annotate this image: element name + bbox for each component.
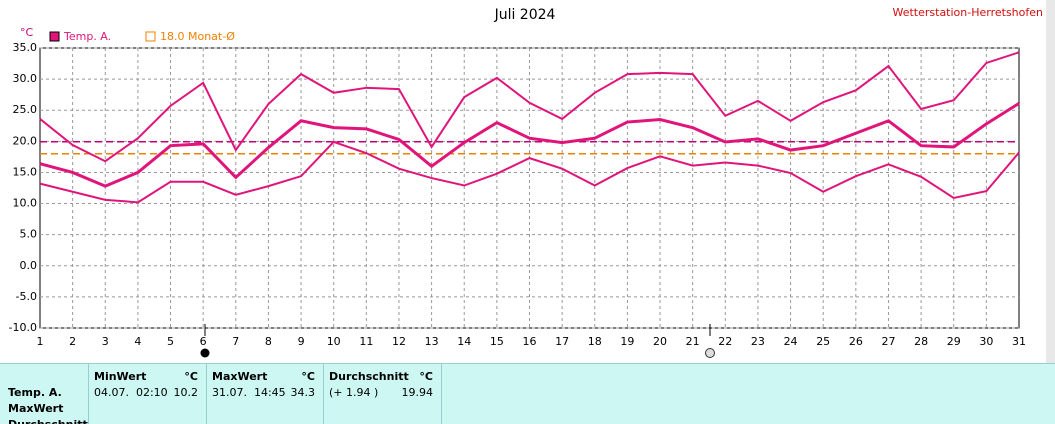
cell-value: 19.94	[401, 386, 434, 399]
x-tick-label: 30	[979, 335, 993, 348]
chart-title: Juli 2024	[494, 7, 556, 23]
moon-icon	[705, 348, 715, 358]
x-tick-label: 9	[298, 335, 305, 348]
stats-column: Durchschnitt °C (+ 1.94 ) 19.94	[323, 364, 442, 424]
x-tick-label: 17	[555, 335, 569, 348]
column-header: MaxWert	[212, 370, 268, 383]
series-line	[39, 102, 1020, 188]
x-tick-label: 26	[849, 335, 863, 348]
legend-swatch	[49, 31, 60, 42]
y-unit: °C	[20, 26, 34, 39]
x-tick-label: 24	[784, 335, 798, 348]
row-label: Temp. A.	[8, 386, 62, 399]
cell-value: 10.2	[173, 386, 199, 399]
x-tick-label: 29	[947, 335, 961, 348]
x-tick-label: 15	[490, 335, 504, 348]
x-tick-label: 13	[425, 335, 439, 348]
x-tick-label: 19	[620, 335, 634, 348]
y-tick-label: 15.0	[13, 165, 38, 178]
cell-time: 04.07. 02:10	[94, 386, 168, 399]
x-tick-label: 1	[37, 335, 44, 348]
y-tick-label: 5.0	[20, 228, 38, 241]
x-tick-label: 28	[914, 335, 928, 348]
column-unit: °C	[184, 370, 198, 383]
stats-table: Temp. A. MaxWert Durchschnitt MinWert °C 04.0…	[0, 363, 1055, 424]
x-tick-label: 12	[392, 335, 406, 348]
x-tick-label: 23	[751, 335, 765, 348]
row-label: Durchschnitt	[8, 418, 88, 424]
chart: Juli 2024 Wetterstation-Herretshofen °C …	[9, 0, 1055, 363]
x-tick-label: 10	[327, 335, 341, 348]
stats-column: MaxWert °C 31.07. 14:45 34.3	[206, 364, 324, 424]
x-tick-label: 6	[200, 335, 207, 348]
x-tick-label: 14	[457, 335, 471, 348]
row-labels: Temp. A. MaxWert Durchschnitt	[0, 364, 89, 424]
x-tick-label: 22	[718, 335, 732, 348]
x-tick-label: 20	[653, 335, 667, 348]
x-tick-label: 3	[102, 335, 109, 348]
stats-column: MinWert °C 04.07. 02:10 10.2	[88, 364, 207, 424]
x-tick-label: 4	[134, 335, 141, 348]
x-tick-label: 5	[167, 335, 174, 348]
y-tick-label: 35.0	[13, 41, 38, 54]
x-tick-label: 11	[359, 335, 373, 348]
x-tick-label: 7	[232, 335, 239, 348]
cell-time: 31.07. 14:45	[212, 386, 286, 399]
y-tick-label: 25.0	[13, 103, 38, 116]
y-tick-label: -10.0	[9, 321, 37, 334]
x-tick-label: 2	[69, 335, 76, 348]
x-tick-label: 27	[881, 335, 895, 348]
y-tick-label: 0.0	[20, 259, 38, 272]
cell-value: 34.3	[290, 386, 316, 399]
source: Wetterstation-Herretshofen	[892, 6, 1043, 19]
x-tick-label: 8	[265, 335, 272, 348]
x-tick-label: 25	[816, 335, 830, 348]
legend-label: Temp. A.	[63, 30, 111, 43]
y-tick-label: 20.0	[13, 134, 38, 147]
legend-swatch	[145, 31, 156, 42]
legend-label: 18.0 Monat-Ø	[160, 30, 235, 43]
y-tick-label: 30.0	[13, 72, 38, 85]
cell-time: (+ 1.94 )	[329, 386, 379, 399]
column-header: Durchschnitt	[329, 370, 409, 383]
x-tick-label: 31	[1012, 335, 1026, 348]
column-header: MinWert	[94, 370, 147, 383]
y-tick-label: -5.0	[16, 290, 37, 303]
series-line	[39, 51, 1020, 163]
y-tick-label: 10.0	[13, 197, 38, 210]
scroll-edge	[1046, 0, 1055, 363]
x-tick-label: 16	[523, 335, 537, 348]
moon-icon	[200, 348, 210, 358]
series-line	[39, 140, 1020, 204]
column-unit: °C	[419, 370, 433, 383]
column-unit: °C	[301, 370, 315, 383]
x-tick-label: 18	[588, 335, 602, 348]
x-tick-label: 21	[686, 335, 700, 348]
row-label: MaxWert	[8, 402, 64, 415]
